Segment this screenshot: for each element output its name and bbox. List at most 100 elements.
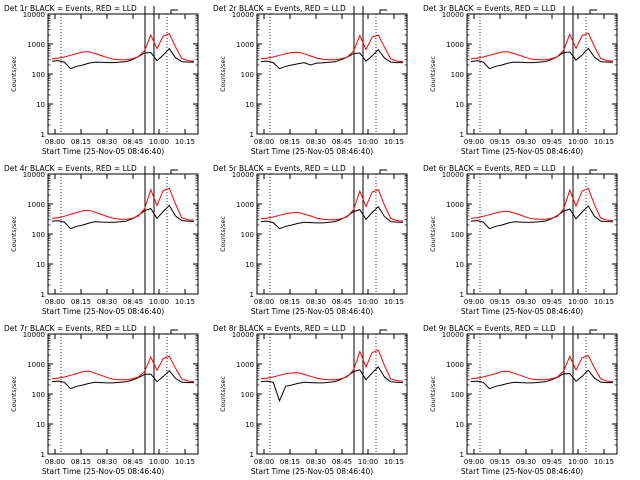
x-axis-label: Start Time (25-Nov-05 08:46:40) [42, 467, 164, 476]
x-tick-label: 08:15 [71, 298, 91, 306]
plot-frame [256, 333, 408, 455]
y-axis-label: Counts/sec [219, 56, 227, 92]
detector-panel-5: Det 5r BLACK = Events, RED = LLD 1 10 100 10… [213, 164, 408, 316]
y-tick-label: 10 [455, 421, 464, 429]
y-tick-label: 100 [451, 231, 464, 239]
panel-title: Det 6r BLACK = Events, RED = LLD [423, 164, 556, 173]
x-tick-label: 08:30 [306, 458, 326, 466]
plot-frame [466, 173, 618, 295]
series-lld-line [470, 354, 614, 383]
y-axis-label: Counts/sec [10, 56, 18, 92]
series-lld-line [51, 33, 195, 62]
plot-frame [256, 13, 408, 135]
x-tick-label: 08:45 [123, 298, 143, 306]
x-axis-label: Start Time (25-Nov-05 08:46:40) [42, 147, 164, 156]
detector-panel-8: Det 8r BLACK = Events, RED = LLD 1 10 100 10… [213, 324, 408, 476]
y-tick-label: 10000 [232, 171, 254, 179]
x-axis-label: Start Time (25-Nov-05 08:46:40) [461, 147, 583, 156]
x-axis-label: Start Time (25-Nov-05 08:46:40) [461, 307, 583, 316]
x-tick-label: 08:00 [254, 458, 274, 466]
x-tick-label: 08:00 [254, 138, 274, 146]
y-tick-label: 10000 [23, 171, 45, 179]
x-tick-label: 08:45 [332, 298, 352, 306]
panel-title: Det 1r BLACK = Events, RED = LLD [4, 4, 137, 13]
x-axis-label: Start Time (25-Nov-05 08:46:40) [251, 307, 373, 316]
detector-panel-9: Det 9r BLACK = Events, RED = LLD 1 10 100 10… [423, 324, 618, 476]
plot-frame [256, 173, 408, 295]
detector-panel-6: Det 6r BLACK = Events, RED = LLD 1 10 100 10… [423, 164, 618, 316]
x-tick-label: 08:15 [280, 138, 300, 146]
x-tick-label: 10:00 [358, 298, 378, 306]
series-lld-line [260, 34, 404, 63]
panel-title: Det 3r BLACK = Events, RED = LLD [423, 4, 556, 13]
x-tick-label: 09:45 [542, 138, 562, 146]
x-tick-label: 10:15 [175, 138, 195, 146]
y-axis-label: Counts/sec [10, 216, 18, 252]
x-tick-label: 09:30 [516, 458, 536, 466]
x-axis-label: Start Time (25-Nov-05 08:46:40) [42, 307, 164, 316]
series-lld-line [260, 349, 404, 382]
series-events-line [260, 205, 404, 230]
bracket-mark [379, 169, 387, 174]
y-tick-label: 1 [41, 291, 45, 299]
x-tick-label: 09:30 [516, 138, 536, 146]
panel-title: Det 2r BLACK = Events, RED = LLD [213, 4, 346, 13]
x-tick-label: 09:30 [516, 298, 536, 306]
y-tick-label: 10000 [442, 11, 464, 19]
x-tick-label: 08:30 [306, 138, 326, 146]
x-tick-label: 10:15 [594, 138, 614, 146]
y-tick-label: 100 [32, 391, 45, 399]
y-tick-label: 100 [32, 71, 45, 79]
y-tick-label: 10 [245, 261, 254, 269]
x-tick-label: 10:00 [568, 298, 588, 306]
series-lld-line [260, 189, 404, 222]
y-axis-label: Counts/sec [10, 376, 18, 412]
x-tick-label: 08:45 [123, 138, 143, 146]
y-tick-label: 1 [460, 451, 464, 459]
x-tick-label: 08:30 [97, 298, 117, 306]
y-axis-label: Counts/sec [429, 56, 437, 92]
x-tick-label: 10:00 [358, 458, 378, 466]
y-tick-label: 1000 [446, 201, 464, 209]
x-axis-label: Start Time (25-Nov-05 08:46:40) [461, 467, 583, 476]
y-axis-label: Counts/sec [429, 216, 437, 252]
bracket-mark [589, 329, 597, 334]
y-tick-label: 100 [241, 391, 254, 399]
plot-frame [47, 13, 199, 135]
x-tick-label: 10:00 [358, 138, 378, 146]
y-tick-label: 10000 [232, 11, 254, 19]
series-events-line [51, 47, 194, 70]
x-axis-label: Start Time (25-Nov-05 08:46:40) [251, 467, 373, 476]
y-tick-label: 10000 [23, 331, 45, 339]
y-tick-label: 10000 [23, 11, 45, 19]
bracket-mark [170, 9, 178, 14]
x-tick-label: 10:00 [568, 138, 588, 146]
series-lld-line [51, 187, 195, 221]
series-lld-line [470, 32, 614, 62]
y-tick-label: 100 [241, 231, 254, 239]
x-tick-label: 09:15 [490, 138, 510, 146]
x-tick-label: 10:00 [149, 138, 169, 146]
series-events-line [470, 369, 613, 390]
panel-title: Det 7r BLACK = Events, RED = LLD [4, 324, 137, 333]
y-tick-label: 100 [451, 71, 464, 79]
y-tick-label: 10 [245, 101, 254, 109]
y-tick-label: 100 [241, 71, 254, 79]
plot-frame [466, 13, 618, 135]
y-tick-label: 10 [36, 421, 45, 429]
x-tick-label: 10:00 [149, 458, 169, 466]
y-tick-label: 1000 [446, 41, 464, 49]
y-tick-label: 1 [460, 131, 464, 139]
series-lld-line [51, 355, 195, 383]
y-tick-label: 1000 [27, 361, 45, 369]
y-tick-label: 10 [36, 261, 45, 269]
x-tick-label: 08:30 [306, 298, 326, 306]
x-tick-label: 08:45 [123, 458, 143, 466]
x-axis-label: Start Time (25-Nov-05 08:46:40) [251, 147, 373, 156]
y-tick-label: 100 [451, 391, 464, 399]
x-tick-label: 09:15 [490, 298, 510, 306]
x-tick-label: 08:15 [280, 298, 300, 306]
x-tick-label: 08:45 [332, 458, 352, 466]
